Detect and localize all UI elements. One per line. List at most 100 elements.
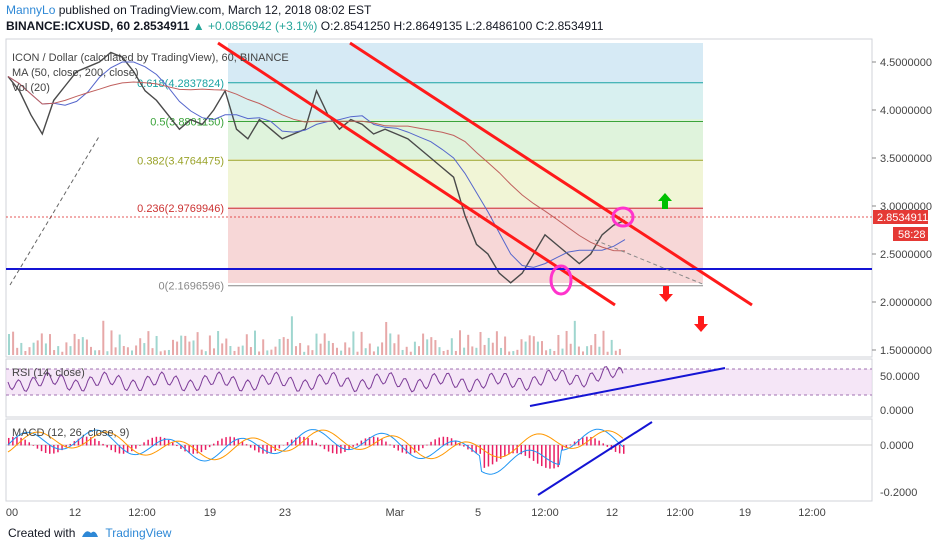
macd-hist-bar bbox=[336, 445, 338, 454]
volume-bar bbox=[159, 351, 162, 355]
volume-bar bbox=[307, 345, 310, 355]
volume-bar bbox=[487, 337, 490, 355]
macd-hist-bar bbox=[446, 436, 449, 446]
volume-bar bbox=[126, 347, 129, 355]
macd-hist-bar bbox=[582, 437, 584, 446]
volume-bar bbox=[118, 334, 121, 355]
volume-bar bbox=[590, 345, 593, 355]
arrow-down-icon-2 bbox=[694, 316, 708, 332]
price-axis-label: 2.5000000 bbox=[880, 249, 932, 261]
volume-bar bbox=[409, 351, 412, 355]
volume-bar bbox=[176, 341, 179, 355]
macd-hist-bar bbox=[40, 445, 43, 452]
macd-hist-bar bbox=[249, 445, 252, 448]
macd-hist-bar bbox=[569, 444, 572, 446]
volume-bar bbox=[520, 339, 523, 355]
ohlc-values: O:2.8541250 H:2.8649135 L:2.8486100 C:2.… bbox=[320, 19, 604, 33]
volume-bar bbox=[471, 346, 474, 355]
volume-bar bbox=[549, 348, 552, 355]
volume-bar bbox=[192, 340, 195, 355]
macd-hist-bar bbox=[323, 445, 326, 450]
macd-hist-bar bbox=[463, 445, 465, 447]
macd-hist-bar bbox=[459, 443, 461, 446]
channel-lower-line[interactable] bbox=[217, 41, 616, 307]
macd-hist-bar bbox=[483, 445, 486, 468]
macd-hist-bar bbox=[290, 439, 293, 446]
volume-bar bbox=[208, 335, 211, 355]
volume-bar bbox=[450, 338, 453, 355]
volume-bar bbox=[188, 341, 191, 355]
fib-label: 0.236(2.9769946) bbox=[137, 203, 224, 215]
volume-bar bbox=[49, 334, 51, 355]
volume-bar bbox=[147, 331, 150, 355]
volume-bar bbox=[114, 347, 117, 355]
symbol: BINANCE:ICXUSD, 60 bbox=[6, 19, 131, 33]
macd-title: MACD (12, 26, close, 9) bbox=[12, 427, 129, 439]
countdown-label: 58:28 bbox=[898, 229, 926, 241]
arrow-up-icon bbox=[658, 193, 672, 209]
arrow-down-icon bbox=[659, 286, 673, 302]
volume-bar bbox=[422, 333, 425, 355]
volume-bar bbox=[582, 351, 584, 355]
volume-bar bbox=[516, 349, 519, 355]
channel-upper-line[interactable] bbox=[349, 41, 753, 307]
volume-bar bbox=[434, 340, 437, 355]
trading-chart[interactable]: 0.618(4.2837824)0.5(3.8801150)0.382(3.47… bbox=[0, 35, 932, 550]
tradingview-link[interactable]: TradingView bbox=[105, 526, 172, 540]
volume-bar bbox=[266, 350, 269, 355]
volume-bar bbox=[73, 333, 76, 355]
volume-bar bbox=[606, 351, 609, 355]
volume-bar bbox=[131, 350, 133, 355]
macd-hist-bar bbox=[258, 445, 260, 453]
macd-hist-bar bbox=[20, 437, 22, 446]
macd-hist-bar bbox=[77, 438, 80, 446]
macd-hist-bar bbox=[143, 442, 145, 446]
footer: Created with TradingView bbox=[8, 526, 171, 540]
rsi-trendline[interactable] bbox=[529, 367, 726, 407]
volume-bar bbox=[196, 332, 199, 355]
macd-hist-bar bbox=[606, 445, 609, 447]
volume-bar bbox=[180, 335, 183, 355]
volume-bar bbox=[397, 334, 400, 355]
macd-hist-bar bbox=[553, 445, 555, 469]
volume-bar bbox=[401, 349, 404, 355]
created-with: Created with bbox=[8, 526, 76, 540]
volume-bar bbox=[336, 347, 338, 355]
macd-hist-bar bbox=[340, 445, 342, 454]
volume-bar bbox=[57, 346, 60, 355]
volume-bar bbox=[172, 339, 174, 355]
volume-bar bbox=[274, 346, 277, 355]
macd-hist-bar bbox=[573, 441, 576, 446]
macd-trendline[interactable] bbox=[537, 421, 653, 496]
time-axis-label: Mar bbox=[386, 507, 405, 519]
macd-hist-bar bbox=[167, 439, 170, 446]
macd-hist-bar bbox=[438, 437, 440, 446]
author-link[interactable]: MannyLo bbox=[6, 3, 56, 17]
macd-hist-bar bbox=[286, 442, 289, 446]
volume-bar bbox=[65, 342, 68, 355]
volume-bar bbox=[323, 333, 326, 355]
macd-hist-bar bbox=[319, 445, 322, 447]
volume-bar bbox=[541, 341, 543, 355]
volume-bar bbox=[110, 330, 113, 355]
volume-bar bbox=[94, 350, 97, 355]
macd-hist-bar bbox=[418, 445, 420, 451]
macd-hist-bar bbox=[372, 436, 375, 446]
macd-hist-bar bbox=[147, 439, 149, 446]
macd-hist-bar bbox=[200, 445, 203, 453]
macd-hist-bar bbox=[196, 445, 199, 454]
volume-bar bbox=[122, 346, 125, 355]
volume-bar bbox=[44, 343, 47, 355]
volume-bar bbox=[233, 350, 236, 355]
macd-hist-bar bbox=[495, 445, 498, 462]
volume-bar bbox=[495, 331, 498, 355]
rsi-axis-0: 0.0000 bbox=[880, 405, 914, 417]
macd-line bbox=[7, 428, 624, 475]
macd-hist-bar bbox=[618, 445, 621, 454]
tradingview-logo-icon bbox=[82, 531, 99, 537]
macd-hist-bar bbox=[85, 436, 88, 446]
volume-bar bbox=[618, 348, 621, 355]
volume-bar bbox=[532, 336, 535, 355]
volume-bar bbox=[249, 347, 252, 355]
volume-bar bbox=[61, 351, 64, 355]
